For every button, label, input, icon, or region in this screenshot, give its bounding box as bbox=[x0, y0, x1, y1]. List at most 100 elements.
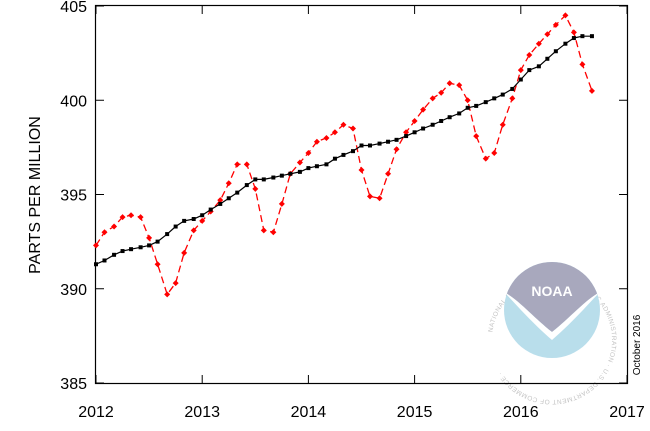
data-point-marker bbox=[341, 152, 346, 157]
data-point-marker bbox=[331, 129, 338, 136]
data-point-marker bbox=[359, 143, 364, 148]
data-point-marker bbox=[589, 34, 594, 39]
data-point-marker bbox=[394, 137, 399, 142]
data-point-marker bbox=[226, 196, 231, 201]
data-point-marker bbox=[313, 138, 320, 145]
data-point-marker bbox=[270, 229, 277, 236]
data-point-marker bbox=[510, 86, 515, 91]
data-point-marker bbox=[296, 159, 303, 166]
data-point-marker bbox=[288, 171, 293, 176]
data-point-marker bbox=[412, 130, 417, 135]
data-point-marker bbox=[536, 64, 541, 69]
data-point-marker bbox=[173, 224, 178, 229]
data-point-marker bbox=[172, 280, 179, 287]
x-tick-label: 2014 bbox=[291, 404, 327, 421]
axis-ticks: 2012 2013 2014 2015 2016 2017 385 390 395 400 405 bbox=[60, 0, 645, 421]
data-point-marker bbox=[491, 150, 498, 157]
data-point-marker bbox=[93, 242, 99, 249]
data-point-marker bbox=[570, 29, 577, 36]
data-point-marker bbox=[473, 133, 480, 140]
data-point-marker bbox=[358, 166, 365, 173]
data-point-marker bbox=[253, 177, 258, 182]
data-point-marker bbox=[350, 125, 357, 132]
data-point-marker bbox=[111, 223, 118, 230]
data-point-marker bbox=[465, 105, 470, 110]
data-point-marker bbox=[393, 146, 400, 153]
data-point-marker bbox=[234, 161, 241, 168]
x-tick-label: 2013 bbox=[184, 404, 220, 421]
data-point-marker bbox=[430, 122, 435, 127]
data-point-marker bbox=[588, 87, 595, 94]
data-point-marker bbox=[571, 36, 576, 41]
data-point-marker bbox=[119, 214, 126, 221]
data-point-marker bbox=[190, 227, 197, 234]
data-point-marker bbox=[456, 82, 463, 89]
data-point-marker bbox=[492, 96, 497, 101]
data-point-marker bbox=[120, 249, 125, 254]
y-axis-label: PARTS PER MILLION bbox=[27, 116, 44, 274]
data-point-marker bbox=[138, 245, 143, 250]
x-tick-label: 2016 bbox=[503, 404, 539, 421]
data-point-marker bbox=[305, 150, 312, 157]
data-point-marker bbox=[199, 217, 206, 224]
noaa-bird-icon bbox=[504, 262, 600, 332]
series-line-1 bbox=[95, 35, 592, 265]
data-point-marker bbox=[155, 239, 160, 244]
data-point-marker bbox=[306, 166, 311, 171]
date-note: October 2016 bbox=[632, 314, 643, 375]
data-point-marker bbox=[500, 92, 505, 97]
data-point-marker bbox=[579, 61, 586, 68]
data-point-marker bbox=[278, 200, 285, 207]
data-point-marker bbox=[225, 180, 232, 187]
data-point-marker bbox=[208, 207, 213, 212]
data-point-marker bbox=[482, 155, 489, 162]
data-point-marker bbox=[146, 234, 153, 241]
data-point-marker bbox=[446, 80, 453, 87]
x-tick-label: 2015 bbox=[397, 404, 433, 421]
data-point-marker bbox=[421, 126, 426, 131]
data-point-marker bbox=[261, 177, 266, 182]
data-point-marker bbox=[527, 68, 532, 73]
data-point-marker bbox=[147, 243, 152, 248]
noaa-logo-text: NOAA bbox=[531, 283, 572, 299]
x-tick-label: 2012 bbox=[78, 404, 114, 421]
data-point-marker bbox=[447, 115, 452, 120]
data-point-marker bbox=[499, 121, 506, 128]
data-point-marker bbox=[518, 77, 523, 82]
y-tick-label: 405 bbox=[60, 0, 87, 16]
data-point-marker bbox=[351, 149, 356, 154]
data-point-marker bbox=[243, 161, 250, 168]
data-point-marker bbox=[545, 56, 550, 61]
data-point-marker bbox=[164, 291, 171, 298]
data-point-marker bbox=[260, 227, 267, 234]
data-point-marker bbox=[323, 134, 330, 141]
y-tick-label: 390 bbox=[60, 282, 87, 299]
data-point-marker bbox=[457, 111, 462, 116]
data-point-marker bbox=[367, 143, 372, 148]
data-point-marker bbox=[165, 232, 170, 237]
series-layer bbox=[93, 12, 595, 298]
data-point-marker bbox=[411, 117, 418, 124]
data-point-marker bbox=[217, 197, 224, 204]
data-point-marker bbox=[562, 12, 569, 19]
y-tick-label: 385 bbox=[60, 376, 87, 393]
data-point-marker bbox=[182, 218, 187, 223]
data-point-marker bbox=[474, 103, 479, 108]
data-point-marker bbox=[128, 212, 135, 219]
data-point-marker bbox=[553, 49, 558, 54]
data-point-marker bbox=[377, 141, 382, 146]
data-point-marker bbox=[332, 156, 337, 161]
plot-frame bbox=[94, 4, 629, 385]
data-point-marker bbox=[403, 129, 410, 136]
data-point-marker bbox=[154, 261, 161, 268]
data-point-marker bbox=[517, 67, 524, 74]
data-point-marker bbox=[420, 106, 427, 113]
data-point-marker bbox=[324, 162, 329, 167]
data-point-marker bbox=[200, 213, 205, 218]
x-tick-label: 2017 bbox=[609, 404, 645, 421]
data-point-marker bbox=[340, 121, 347, 128]
data-point-marker bbox=[94, 262, 98, 267]
data-point-marker bbox=[526, 52, 533, 59]
data-point-marker bbox=[137, 214, 144, 221]
